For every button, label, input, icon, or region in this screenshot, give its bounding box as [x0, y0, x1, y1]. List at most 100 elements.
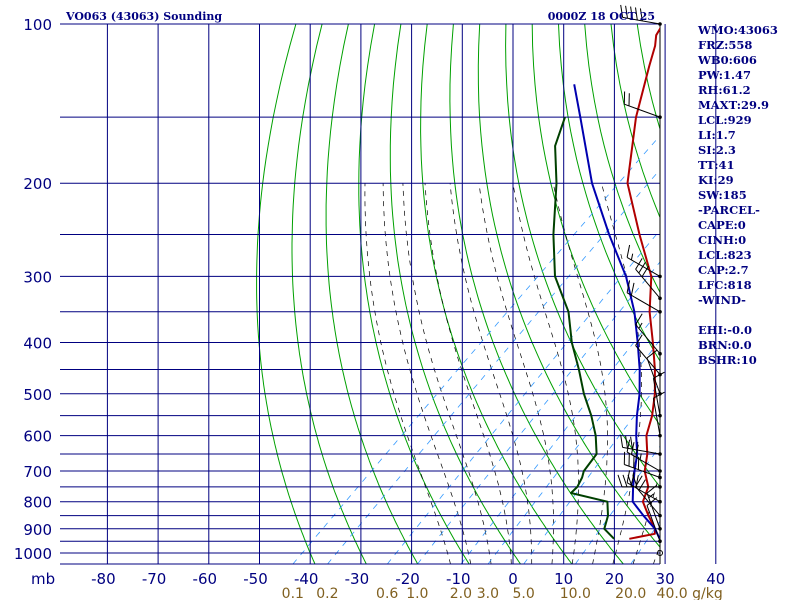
moist-adiabat — [424, 183, 512, 564]
parcel-profile — [573, 84, 660, 540]
index-line: LCL:823 — [698, 248, 752, 262]
temperature-tick-label: 40 — [706, 570, 725, 588]
wind-barb — [626, 470, 661, 503]
wind-barb — [652, 391, 665, 436]
wind-barb — [646, 484, 661, 529]
mixing-ratio-label: 40.0 g/kg — [657, 586, 723, 600]
mixing-ratio-line — [292, 135, 660, 564]
temperature-tick-label: -80 — [91, 570, 116, 588]
temperature-tick-label: -30 — [345, 570, 370, 588]
wind-barb — [623, 91, 661, 118]
temperature-tick-label: 20 — [605, 570, 624, 588]
mixing-ratio-label: 3.0 — [477, 586, 499, 600]
wind-barb-dot — [658, 413, 662, 418]
wind-barb-dot — [658, 22, 662, 26]
indices-panel: WMO:43063 FRZ:558 WB0:606 PW:1.47 RH:61.2 MAX… — [698, 23, 798, 368]
index-line: EHI:-0.0 — [698, 323, 753, 337]
index-line: CAP:2.7 — [698, 263, 749, 277]
temperature-tick-label: -70 — [142, 570, 167, 588]
index-line: RH:61.2 — [698, 83, 751, 97]
profile-lines — [552, 26, 660, 540]
temperature-tick-label: 30 — [656, 570, 675, 588]
moist-adiabat — [402, 183, 492, 564]
dry-adiabat — [584, 24, 660, 294]
wind-barb — [626, 244, 661, 277]
temperature-tick-label: 10 — [554, 570, 573, 588]
mixing-ratio-line — [523, 381, 660, 564]
dry-adiabat — [325, 24, 419, 564]
wind-barb — [646, 349, 661, 394]
index-line: PW:1.47 — [698, 68, 752, 82]
moist-adiabat — [478, 183, 554, 564]
wind-barb-dot — [658, 274, 662, 279]
wind-barb-dot — [658, 526, 662, 531]
calm-wind-marker — [657, 550, 663, 556]
wind-barb-dot — [658, 539, 662, 544]
index-line: BSHR:10 — [698, 353, 757, 367]
moist-adiabat — [449, 183, 533, 564]
pressure-tick-label: 100 — [23, 16, 52, 34]
wind-barb-dot — [658, 310, 662, 314]
mixing-ratio-line — [386, 229, 660, 564]
pressure-tick-label: 400 — [23, 334, 52, 352]
wind-barb — [623, 451, 661, 478]
wind-barb-dot — [658, 499, 662, 504]
chart-title: VO063 (43063) Sounding — [65, 10, 222, 23]
wind-barb-dot — [658, 475, 662, 480]
index-line: SI:2.3 — [698, 143, 736, 157]
temperature-tick-label: -50 — [243, 570, 268, 588]
dry-adiabat — [291, 24, 367, 564]
wind-barb-dot — [658, 485, 662, 489]
pressure-tick-label: 200 — [23, 175, 52, 193]
moist-adiabat — [364, 183, 451, 564]
mixing-ratio-label: 10.0 — [560, 586, 591, 600]
wind-profile — [617, 4, 665, 556]
index-line — [698, 308, 798, 323]
dry-adiabat — [420, 24, 573, 564]
pressure-tick-label: 700 — [23, 463, 52, 481]
wind-barb-dot — [658, 296, 662, 301]
wind-barb — [626, 280, 661, 313]
chart-grid — [60, 23, 717, 565]
wind-barb — [626, 439, 661, 472]
index-line: CAPE:0 — [698, 218, 746, 232]
dry-adiabat — [477, 24, 660, 548]
wind-barb — [635, 313, 661, 355]
index-line: LCL:929 — [698, 113, 752, 127]
wind-barb-dot — [658, 115, 662, 119]
pressure-tick-label: 1000 — [14, 545, 52, 563]
pressure-unit-label: mb — [31, 570, 55, 588]
index-line: TT:41 — [698, 158, 735, 172]
wind-barb-dot — [658, 469, 662, 473]
pressure-tick-label: 300 — [23, 268, 52, 286]
dry-adiabat — [449, 24, 624, 564]
dewpoint-profile — [552, 116, 615, 540]
mixing-ratio-label: 0.2 — [316, 586, 338, 600]
dry-adiabat — [389, 24, 522, 564]
wind-barb-dot — [658, 351, 662, 356]
mixing-ratio-line — [327, 168, 660, 564]
temperature-tick-label: 0 — [508, 570, 518, 588]
dry-adiabat — [505, 24, 660, 488]
dry-adiabat — [358, 24, 470, 564]
dry-adiabat — [256, 24, 316, 564]
index-line: FRZ:558 — [698, 38, 753, 52]
index-line: CINH:0 — [698, 233, 747, 247]
moist-adiabat — [382, 183, 472, 564]
pressure-tick-label: 500 — [23, 386, 52, 404]
index-line: -WIND- — [698, 293, 746, 307]
index-line: -PARCEL- — [698, 203, 760, 217]
mixing-ratio-label: 20.0 — [615, 586, 646, 600]
pressure-tick-label: 800 — [23, 494, 52, 512]
mixing-ratio-label: 1.0 — [406, 586, 428, 600]
temperature-profile — [626, 26, 660, 540]
wind-barb-dot — [658, 513, 662, 518]
pressure-tick-label: 600 — [23, 428, 52, 446]
mixing-ratio-label: 0.1 — [282, 586, 304, 600]
mixing-ratio-label: 5.0 — [512, 586, 534, 600]
temperature-tick-label: -20 — [395, 570, 420, 588]
index-line: LI:1.7 — [698, 128, 736, 142]
wind-barb-dot — [658, 433, 662, 438]
